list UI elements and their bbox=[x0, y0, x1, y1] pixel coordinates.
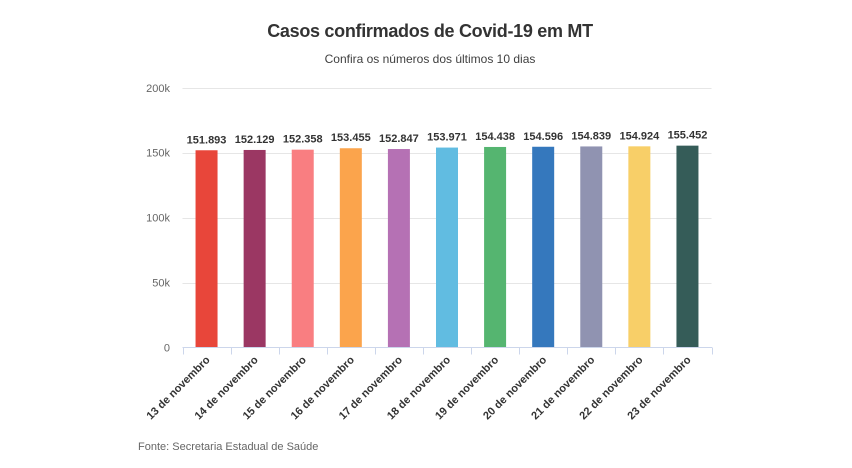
bar-17-de-novembro[interactable] bbox=[387, 149, 410, 347]
bar-value-label: 154.596 bbox=[523, 131, 563, 143]
bar-value-label: 152.358 bbox=[283, 134, 323, 146]
bar-value-label: 153.971 bbox=[427, 132, 467, 144]
y-axis-tick-label: 100k bbox=[146, 213, 170, 225]
bar-23-de-novembro[interactable] bbox=[676, 145, 699, 347]
bar-value-label: 154.438 bbox=[475, 131, 515, 143]
bar-18-de-novembro[interactable] bbox=[436, 147, 458, 347]
bar-22-de-novembro[interactable] bbox=[628, 146, 651, 347]
bar-value-label: 154.839 bbox=[571, 130, 611, 142]
y-axis-tick-label: 50k bbox=[152, 278, 170, 290]
bar-value-label: 152.847 bbox=[379, 133, 419, 145]
bar-value-label: 152.129 bbox=[235, 134, 275, 146]
bar-13-de-novembro[interactable] bbox=[195, 150, 218, 347]
bar-16-de-novembro[interactable] bbox=[339, 148, 362, 347]
chart-subtitle: Confira os números dos últimos 10 dias bbox=[324, 52, 536, 66]
bar-value-label: 153.455 bbox=[331, 132, 371, 144]
y-axis-tick-label: 200k bbox=[146, 83, 170, 95]
bar-14-de-novembro[interactable] bbox=[243, 149, 266, 347]
bar-value-label: 155.452 bbox=[668, 130, 708, 142]
bar-15-de-novembro[interactable] bbox=[291, 149, 314, 347]
y-axis-tick-label: 150k bbox=[146, 148, 170, 160]
chart-title: Casos confirmados de Covid-19 em MT bbox=[267, 21, 593, 41]
bar-19-de-novembro[interactable] bbox=[484, 146, 507, 347]
bar-value-label: 154.924 bbox=[619, 130, 660, 142]
y-axis-tick-label: 0 bbox=[164, 343, 170, 355]
bar-21-de-novembro[interactable] bbox=[580, 146, 603, 347]
chart-source-note: Fonte: Secretaria Estadual de Saúde bbox=[138, 441, 319, 453]
bar-value-label: 151.893 bbox=[187, 134, 227, 146]
bar-20-de-novembro[interactable] bbox=[532, 146, 555, 347]
